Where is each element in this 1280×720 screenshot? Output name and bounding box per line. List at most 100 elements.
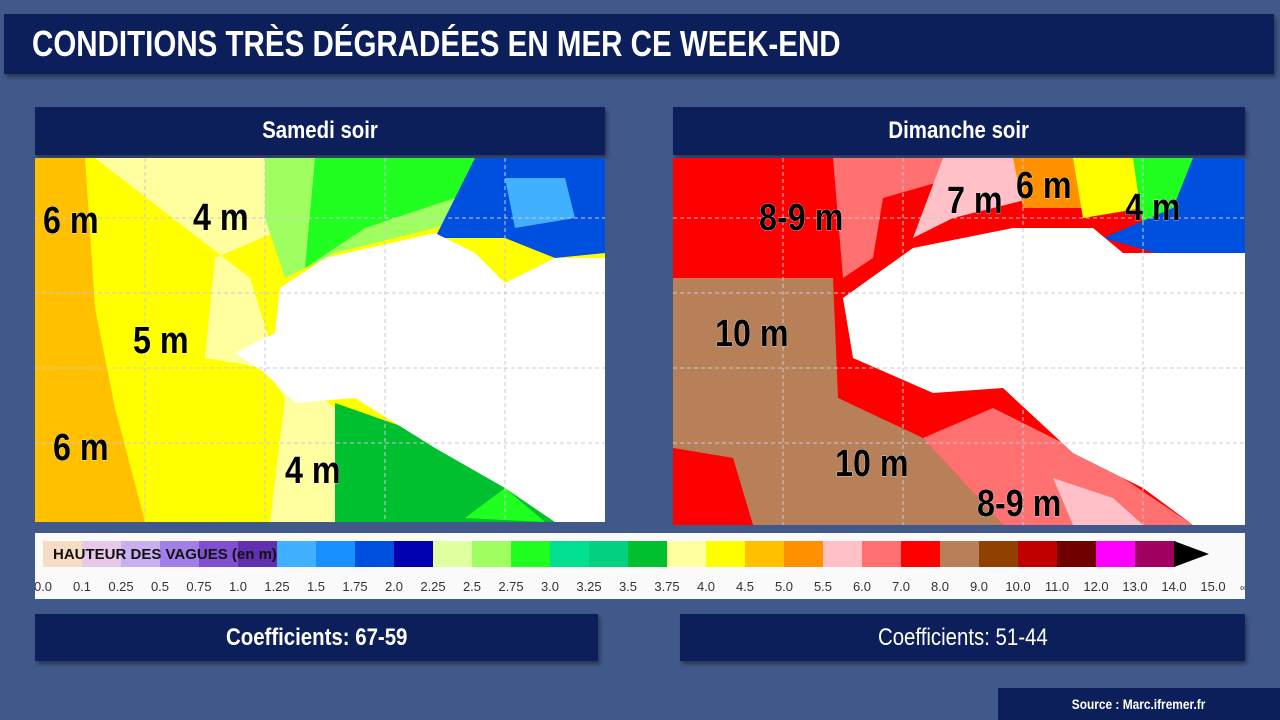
legend-swatch [472,541,512,567]
legend-swatch [121,541,161,567]
map-label: 6 m [53,427,109,469]
legend-swatch [550,541,590,567]
sea-zone [673,278,1003,525]
legend-tick-label: 2.0 [385,579,403,594]
legend-tick-label: 5.5 [814,579,832,594]
legend-tick-label: 0.0 [35,579,52,594]
legend-swatch [355,541,395,567]
legend-tick-label: 1.75 [342,579,367,594]
title: CONDITIONS TRÈS DÉGRADÉES EN MER CE WEEK… [32,23,841,64]
panel-title: Samedi soir [262,117,378,144]
legend-title: HAUTEUR DES VAGUES (en m) [53,546,277,563]
legend-tick-label: 7.0 [892,579,910,594]
legend-swatch [823,541,863,567]
source: Source : Marc.ifremer.fr [1072,696,1206,712]
panel-header: Dimanche soir [673,107,1245,155]
title-bar: CONDITIONS TRÈS DÉGRADÉES EN MER CE WEEK… [4,14,1274,74]
sea-zone [923,408,1193,525]
legend-tick-label: 4.0 [697,579,715,594]
legend-swatch [862,541,902,567]
legend-swatch [667,541,707,567]
legend-tick-label: 0.1 [73,579,91,594]
map-label: 10 m [715,313,789,355]
legend-tick-label: 3.5 [619,579,637,594]
map-label: 8-9 m [977,483,1061,525]
coefficients-box: Coefficients: 67-59 [35,614,598,661]
legend-swatch [511,541,551,567]
panel-title: Dimanche soir [888,117,1030,144]
legend-swatch [1057,541,1097,567]
grid [35,158,605,522]
legend-swatch [1096,541,1136,567]
legend-swatch [316,541,356,567]
legend-tick-label: 4.5 [736,579,754,594]
legend-swatch [589,541,629,567]
sea-zone [505,178,575,228]
sea-zone [1053,478,1143,525]
legend-tick-label: 5.0 [775,579,793,594]
sea-zone [833,158,953,278]
coefficients-box: Coefficients: 51-44 [680,614,1245,661]
sea-zone [305,158,505,268]
map-label: 8-9 m [759,197,843,239]
legend-swatch [238,541,278,567]
legend-swatch [706,541,746,567]
legend-swatch [199,541,239,567]
legend-swatch [82,541,122,567]
legend-tick-label: 2.75 [498,579,523,594]
legend-arrow [1174,541,1209,567]
legend-swatch [979,541,1019,567]
sea-zone [1013,158,1093,208]
legend-tick-label: 0.75 [186,579,211,594]
source-box: Source : Marc.ifremer.fr [998,688,1280,720]
legend-swatch [1018,541,1058,567]
legend: HAUTEUR DES VAGUES (en m) 0.0 0.1 0.25 0.5 0.… [35,533,1245,599]
legend-swatch [43,541,83,567]
legend-tick-label: 1.5 [307,579,325,594]
legend-tick-label: 12.0 [1083,579,1108,594]
map-label: 7 m [947,180,1003,222]
legend-tick-label: 3.25 [576,579,601,594]
coefficients: Coefficients: 67-59 [225,623,408,651]
legend-end-label: ∞ [1240,583,1245,594]
sea-zone [673,448,753,525]
legend-tick-label: 1.25 [264,579,289,594]
legend-tick-label: 2.5 [463,579,481,594]
legend-tick-label: 13.0 [1122,579,1147,594]
legend-tick-label: 9.0 [970,579,988,594]
map-label: 4 m [193,197,249,239]
legend-swatch [433,541,473,567]
legend-tick-label: 1.0 [229,579,247,594]
legend-swatch [277,541,317,567]
map-label: 6 m [1016,165,1072,207]
land [843,228,1245,525]
legend-swatch [160,541,200,567]
legend-tick-label: 2.25 [420,579,445,594]
map-label: 4 m [1125,187,1181,229]
land [235,233,605,522]
legend-tick-label: 0.5 [151,579,169,594]
legend-swatch [745,541,785,567]
sea-zone [1073,158,1143,218]
legend-tick-label: 0.25 [108,579,133,594]
legend-tick-label: 15.0 [1200,579,1225,594]
wave-map: 6 m 4 m 5 m 6 m 4 m [35,158,605,522]
map-label: 6 m [43,200,99,242]
legend-tick-label: 6.0 [853,579,871,594]
legend-tick-label: 11.0 [1045,579,1069,594]
legend-swatch [1135,541,1175,567]
legend-swatch [628,541,668,567]
sea-zone [95,158,335,522]
legend-swatch [901,541,941,567]
map-label: 4 m [285,450,341,492]
legend-swatch [784,541,824,567]
legend-swatch [394,541,434,567]
sea-zone [35,158,145,522]
coefficients: Coefficients: 51-44 [877,623,1048,651]
legend-tick-label: 3.0 [541,579,559,594]
sea-zone [1103,158,1245,258]
legend-tick-label: 10.0 [1005,579,1030,594]
legend-swatch [940,541,980,567]
legend-tick-label: 14.0 [1161,579,1186,594]
